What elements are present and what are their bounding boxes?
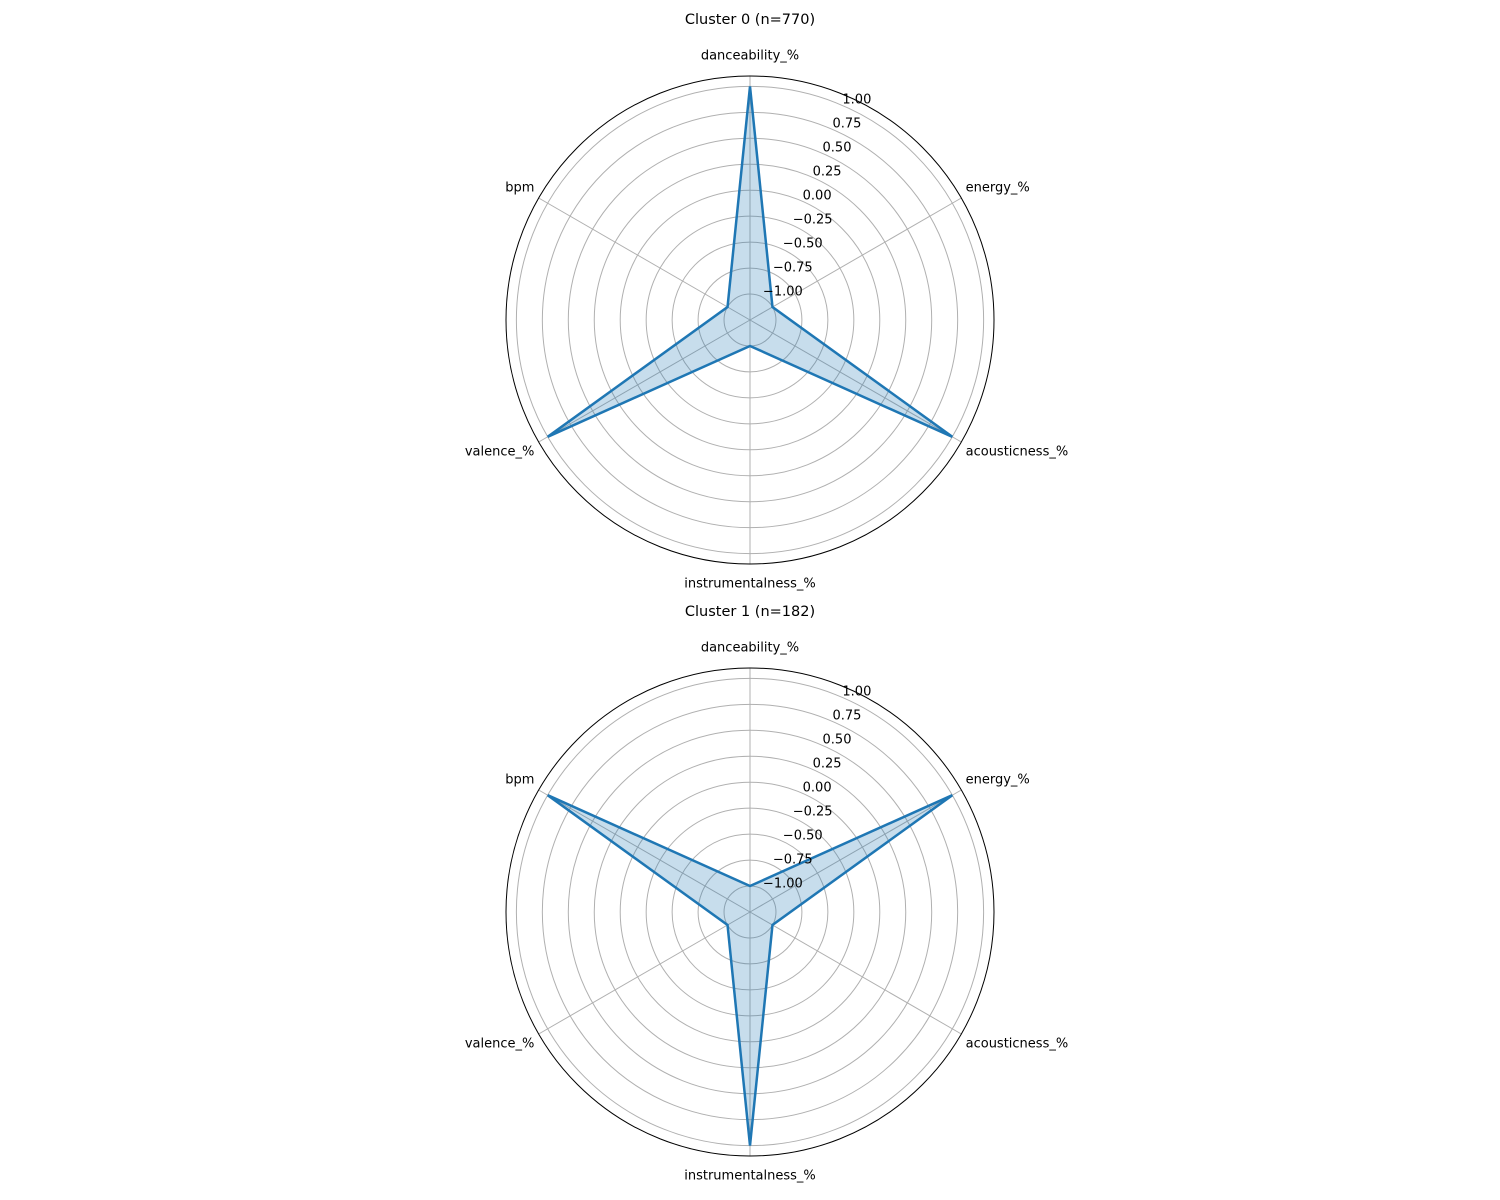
polar-frame: [505, 75, 995, 565]
axis-label: acousticness_%: [966, 1037, 1069, 1052]
radial-tick-label: 0.00: [803, 189, 832, 204]
grid-spoke: [749, 197, 962, 321]
radial-tick-label: −0.50: [783, 237, 823, 252]
radial-tick-label: −0.50: [783, 829, 823, 844]
radial-tick-label: −0.75: [773, 261, 813, 276]
radial-tick-label: −0.75: [773, 853, 813, 868]
axis-label: acousticness_%: [966, 445, 1069, 460]
radial-tick-label: 0.50: [823, 141, 852, 156]
grid-spoke: [538, 789, 751, 913]
radial-tick-label: 1.00: [842, 93, 871, 108]
series-area: [547, 86, 953, 437]
radial-tick-label: −0.25: [793, 805, 833, 820]
radial-tick-label: 1.00: [842, 685, 871, 700]
axis-label: instrumentalness_%: [684, 577, 816, 592]
axis-label: danceability_%: [701, 49, 799, 64]
grid-spoke: [749, 789, 962, 913]
axis-label: danceability_%: [701, 641, 799, 656]
chart-title: Cluster 1 (n=182): [685, 604, 815, 620]
axis-label: bpm: [505, 181, 534, 196]
grid-spoke: [749, 911, 962, 1035]
radar-chart-cluster-1: Cluster 1 (n=182) danceability_% energy_%a…: [465, 604, 1068, 1184]
radial-tick-label: 0.75: [832, 709, 861, 724]
grid-spoke: [538, 197, 751, 321]
chart-title: Cluster 0 (n=770): [685, 12, 815, 28]
radial-tick-label: 0.25: [813, 165, 842, 180]
axis-label: valence_%: [465, 445, 535, 460]
radial-tick-label: −1.00: [763, 285, 803, 300]
radial-tick-label: 0.75: [832, 117, 861, 132]
radial-tick-label: 0.50: [823, 733, 852, 748]
axis-label: valence_%: [465, 1037, 535, 1052]
axis-label: instrumentalness_%: [684, 1169, 816, 1184]
series-area: [547, 795, 953, 1146]
grid-spoke: [538, 911, 751, 1035]
axis-label: energy_%: [966, 773, 1030, 788]
polar-frame: [505, 667, 995, 1157]
radial-tick-label: 0.25: [813, 757, 842, 772]
radial-tick-label: 0.00: [803, 781, 832, 796]
radar-chart-cluster-0: Cluster 0 (n=770) danceability_% energy_%a…: [465, 12, 1068, 592]
axis-label: energy_%: [966, 181, 1030, 196]
grid-spoke: [749, 319, 962, 443]
radial-tick-label: −1.00: [763, 877, 803, 892]
axis-label: bpm: [505, 773, 534, 788]
grid-spoke: [538, 319, 751, 443]
radial-tick-label: −0.25: [793, 213, 833, 228]
